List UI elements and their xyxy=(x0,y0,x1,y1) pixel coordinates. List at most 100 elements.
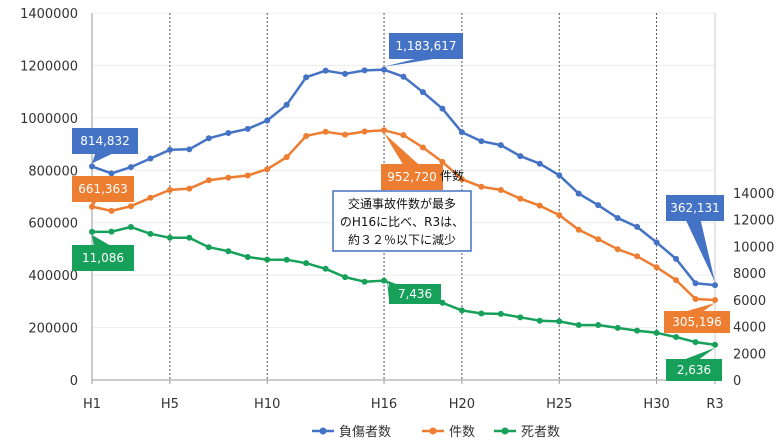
data-label-text: 305,196 xyxy=(672,315,722,329)
data-point xyxy=(712,296,718,303)
data-point xyxy=(419,144,426,151)
data-label-text: 362,131 xyxy=(670,201,720,215)
overlay-text: 件数 xyxy=(440,168,464,183)
data-label-callout: 7,436 xyxy=(387,280,441,304)
data-point xyxy=(595,202,602,209)
data-point xyxy=(205,177,212,184)
data-point xyxy=(108,170,115,177)
data-point xyxy=(458,307,465,314)
data-point xyxy=(692,339,699,346)
data-point xyxy=(108,207,115,214)
data-point xyxy=(283,256,290,263)
y-left-tick-label: 0 xyxy=(70,374,78,389)
data-point xyxy=(478,310,485,317)
data-point xyxy=(692,295,699,302)
data-point xyxy=(264,166,271,173)
data-point xyxy=(614,246,621,253)
legend: 負傷者数 件数 死者数 xyxy=(312,425,560,440)
data-point xyxy=(244,172,251,179)
data-point xyxy=(458,129,465,136)
data-label-callout: 11,086 xyxy=(72,234,134,271)
data-point xyxy=(283,154,290,161)
data-point xyxy=(575,226,582,233)
y-left-tick-label: 600000 xyxy=(28,217,78,232)
data-point xyxy=(147,155,154,162)
data-point xyxy=(439,158,446,165)
y-left-tick-label: 1200000 xyxy=(20,59,78,74)
data-point xyxy=(147,230,154,237)
data-point xyxy=(439,105,446,112)
data-point xyxy=(556,212,563,219)
data-point xyxy=(166,146,173,153)
data-point xyxy=(478,138,485,145)
data-label-text: 1,183,617 xyxy=(395,39,456,53)
data-point xyxy=(361,67,368,74)
data-point xyxy=(556,318,563,325)
data-point xyxy=(322,128,329,135)
data-point xyxy=(497,310,504,317)
data-point xyxy=(225,248,232,255)
callout-box xyxy=(389,33,463,59)
data-point xyxy=(497,186,504,193)
data-point xyxy=(673,334,680,341)
data-label-callout: 661,363 xyxy=(72,176,134,210)
data-point xyxy=(166,186,173,193)
data-point xyxy=(634,327,641,334)
annotation-line: のH16に比べ、R3は、 xyxy=(340,215,464,229)
legend-label: 死者数 xyxy=(521,425,560,440)
data-point xyxy=(89,163,95,170)
data-point xyxy=(322,265,329,272)
data-point xyxy=(536,202,543,209)
callout-tail xyxy=(687,302,715,311)
data-label-callout: 952,720 xyxy=(381,133,443,190)
data-label-callout: 362,131 xyxy=(666,195,724,283)
data-point xyxy=(517,314,524,321)
callout-tail xyxy=(384,133,419,164)
annotation-line: 約３２％以下に減少 xyxy=(348,232,456,247)
callout-box xyxy=(666,195,724,221)
y-left-tick-label: 800000 xyxy=(28,164,78,179)
data-point xyxy=(225,174,232,181)
y-right-tick-label: 0 xyxy=(733,374,741,389)
data-point xyxy=(303,260,310,267)
data-point xyxy=(575,322,582,329)
legend-label: 負傷者数 xyxy=(339,425,391,440)
callout-box xyxy=(72,176,134,202)
callout-box xyxy=(72,245,134,271)
data-label-text: 2,636 xyxy=(677,363,711,377)
data-point xyxy=(342,274,349,281)
data-label-text: 7,436 xyxy=(398,287,432,301)
data-label-callout: 2,636 xyxy=(666,347,722,381)
data-point xyxy=(342,131,349,138)
callout-tail xyxy=(387,280,389,300)
data-point xyxy=(536,317,543,324)
x-tick-label: R3 xyxy=(706,397,723,412)
x-tick-label: H20 xyxy=(449,397,475,412)
callout-tail xyxy=(384,59,434,67)
y-right-tick-label: 12000 xyxy=(733,214,774,229)
data-point xyxy=(478,183,485,190)
callout-tail xyxy=(92,234,110,245)
data-label-text: 661,363 xyxy=(78,182,128,196)
y-right-tick-label: 10000 xyxy=(733,240,774,255)
data-point xyxy=(303,132,310,139)
annotation-line: 交通事故件数が最多 xyxy=(348,196,456,211)
data-point xyxy=(342,70,349,77)
y-left-tick-label: 1400000 xyxy=(20,7,78,22)
callout-box xyxy=(389,284,441,304)
annotation-box xyxy=(332,190,472,252)
y-right-tick-label: 8000 xyxy=(733,267,766,282)
x-tick-label: H5 xyxy=(161,397,179,412)
y-left-tick-label: 1000000 xyxy=(20,112,78,127)
data-point xyxy=(186,146,193,153)
data-point xyxy=(653,329,660,336)
data-point xyxy=(283,101,290,108)
legend-swatch-marker xyxy=(429,427,437,435)
data-point xyxy=(361,128,368,135)
data-label-text: 952,720 xyxy=(387,170,437,184)
data-point xyxy=(712,341,718,348)
data-point xyxy=(186,234,193,241)
x-tick-label: H1 xyxy=(83,397,101,412)
